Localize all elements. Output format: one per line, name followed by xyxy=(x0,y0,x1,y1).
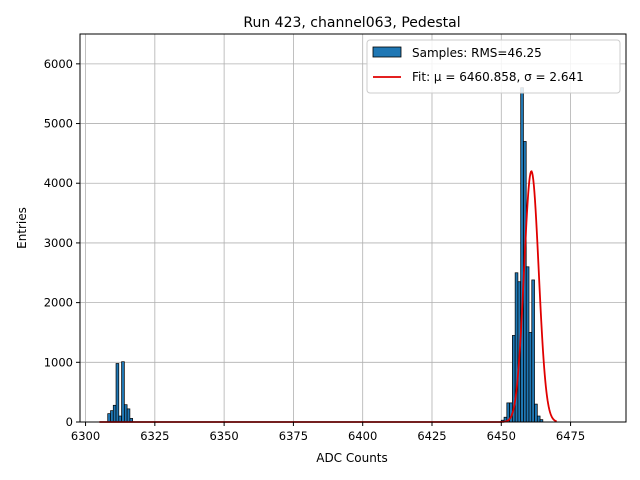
y-tick-label-2: 2000 xyxy=(44,296,73,310)
legend: Samples: RMS=46.25 Fit: μ = 6460.858, σ … xyxy=(366,39,621,94)
histogram-bar-19 xyxy=(528,332,533,423)
x-tick-label-7: 6475 xyxy=(556,429,585,443)
histogram-bar-7 xyxy=(126,408,131,423)
legend-samples-swatch xyxy=(372,46,402,58)
y-tick-label-4: 4000 xyxy=(44,176,73,190)
histogram-bar-18 xyxy=(525,266,530,423)
y-axis-ticks: 0 1000 2000 3000 4000 5000 6000 xyxy=(44,57,80,429)
plot-frame xyxy=(79,33,627,423)
x-tick-label-6: 6450 xyxy=(487,429,516,443)
y-tick-label-6: 6000 xyxy=(44,57,73,71)
x-tick-label-1: 6325 xyxy=(140,429,169,443)
y-axis-label: Entries xyxy=(15,207,29,249)
x-tick-label-0: 6300 xyxy=(71,429,100,443)
x-axis-ticks: 6300 6325 6350 6375 6400 6425 6450 6475 xyxy=(71,422,585,443)
chart-title: Run 423, channel063, Pedestal xyxy=(243,15,460,31)
y-tick-label-3: 3000 xyxy=(44,236,73,250)
histogram-bar-1 xyxy=(110,410,114,423)
x-tick-label-4: 6400 xyxy=(348,429,377,443)
histogram-bar-0 xyxy=(107,413,111,423)
histogram-bar-6 xyxy=(123,404,128,423)
y-tick-label-1: 1000 xyxy=(44,355,73,369)
legend-fit-label: Fit: μ = 6460.858, σ = 2.641 xyxy=(412,70,584,84)
histogram-bar-3 xyxy=(115,363,120,423)
histogram-bar-5 xyxy=(121,361,125,423)
y-tick-label-5: 5000 xyxy=(44,117,73,131)
y-tick-label-0: 0 xyxy=(66,415,73,429)
histogram-bar-20 xyxy=(531,279,535,423)
histogram-bar-16 xyxy=(520,87,524,423)
x-tick-label-5: 6425 xyxy=(417,429,446,443)
x-axis-label: ADC Counts xyxy=(316,451,388,465)
legend-samples-label: Samples: RMS=46.25 xyxy=(412,46,542,60)
x-tick-label-3: 6375 xyxy=(279,429,308,443)
histogram-bar-21 xyxy=(534,403,538,423)
legend-box xyxy=(366,39,621,94)
histogram-bar-22 xyxy=(536,415,541,423)
x-tick-label-2: 6350 xyxy=(209,429,238,443)
histogram-bar-2 xyxy=(112,404,117,423)
